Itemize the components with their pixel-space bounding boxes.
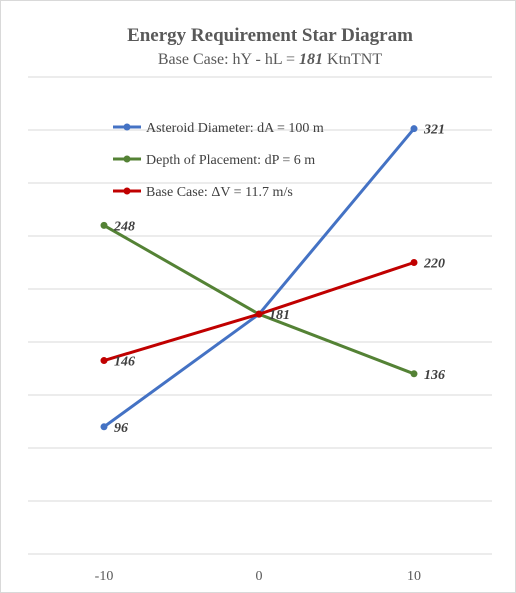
data-label-0-2: 321 [423,123,445,138]
data-point-0-0 [100,423,108,431]
legend-marker-0 [123,123,131,131]
chart-subtitle: Base Case: hY - hL = 181 KtnTNT [158,51,382,68]
data-label-0-1: 181 [269,308,290,323]
x-tick-label-1: 0 [256,569,263,584]
data-point-0-2 [410,125,418,133]
x-tick-label-2: 10 [407,569,421,584]
subtitle-value: 181 [299,51,323,68]
data-label-1-2: 136 [424,368,445,383]
data-point-1-2 [410,370,418,378]
x-tick-label-0: -10 [95,569,114,584]
data-point-2-1 [255,310,263,318]
data-label-1-0: 248 [113,219,135,234]
legend-label-1: Depth of Placement: dP = 6 m [146,153,315,168]
subtitle-suffix: KtnTNT [323,51,382,68]
legend-marker-2 [123,187,131,195]
series-lines [100,125,418,431]
legend: Asteroid Diameter: dA = 100 m Depth of Pl… [113,121,324,200]
data-labels: 96 181 321 248 136 146 220 [113,123,445,436]
x-axis-ticks: -10 0 10 [95,569,421,584]
data-point-2-2 [410,259,418,266]
series-line-1 [103,224,415,376]
legend-label-0: Asteroid Diameter: dA = 100 m [146,121,324,136]
gridlines [28,76,492,555]
data-label-0-0: 96 [114,421,128,436]
data-point-2-0 [100,357,108,365]
subtitle-prefix: Base Case: hY - hL = [158,51,299,68]
data-label-2-2: 220 [423,257,445,272]
data-label-2-0: 146 [114,355,135,370]
data-point-1-0 [100,221,108,229]
chart-title: Energy Requirement Star Diagram [127,25,413,46]
legend-label-2: Base Case: ΔV = 11.7 m/s [146,185,293,200]
legend-marker-1 [123,155,131,163]
